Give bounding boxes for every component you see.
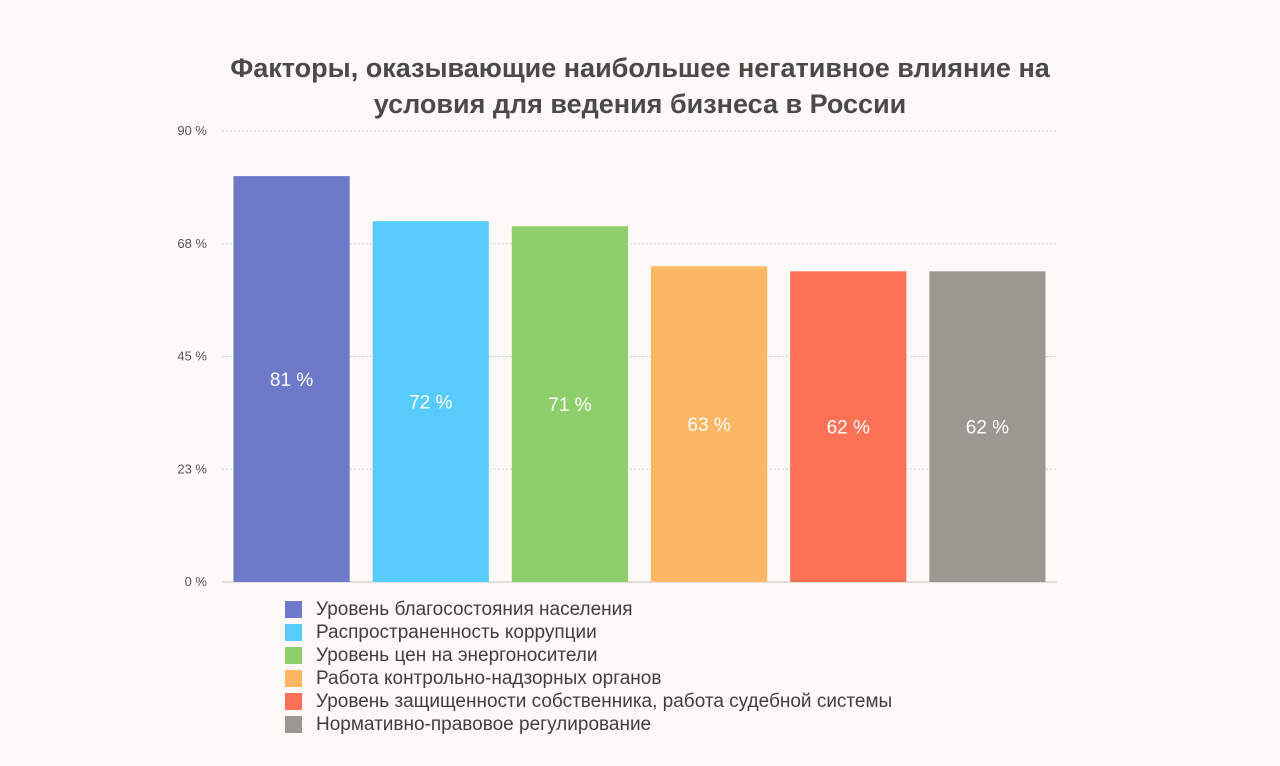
chart-title: Факторы, оказывающие наибольшее негативн… bbox=[140, 50, 1140, 122]
y-tick-label: 0 % bbox=[185, 574, 208, 589]
bar bbox=[650, 266, 768, 582]
bar-value-label: 71 % bbox=[548, 395, 591, 416]
legend-item: Работа контрольно-надзорных органов bbox=[285, 667, 1085, 690]
legend-item: Нормативно-правовое регулирование bbox=[285, 713, 1085, 736]
bar bbox=[929, 271, 1046, 582]
legend-label: Нормативно-правовое регулирование bbox=[316, 713, 652, 735]
bar bbox=[372, 221, 489, 582]
legend-swatch bbox=[285, 624, 302, 641]
bar-value-label: 62 % bbox=[827, 418, 870, 439]
legend-label: Уровень цен на энергоносители bbox=[316, 644, 598, 666]
bar-value-label: 63 % bbox=[687, 415, 730, 436]
bar-value-label: 72 % bbox=[409, 393, 452, 414]
legend-swatch bbox=[285, 716, 302, 733]
legend-label: Распространенность коррупции bbox=[316, 621, 597, 643]
chart-title-line-2: условия для ведения бизнеса в России bbox=[373, 89, 907, 119]
legend-item: Уровень цен на энергоносители bbox=[285, 644, 1085, 667]
legend-item: Уровень защищенности собственника, работ… bbox=[285, 690, 1085, 713]
y-tick-label: 45 % bbox=[177, 349, 207, 364]
legend-item: Уровень благосостояния населения bbox=[285, 598, 1085, 621]
bar bbox=[790, 271, 907, 582]
chart-title-line-1: Факторы, оказывающие наибольшее негативн… bbox=[230, 53, 1050, 83]
legend-item: Распространенность коррупции bbox=[285, 621, 1085, 644]
bar-value-label: 81 % bbox=[270, 370, 313, 391]
legend-swatch bbox=[285, 670, 302, 687]
bar bbox=[233, 176, 350, 582]
legend-label: Работа контрольно-надзорных органов bbox=[316, 667, 662, 689]
legend-label: Уровень защищенности собственника, работ… bbox=[316, 690, 893, 712]
legend-swatch bbox=[285, 693, 302, 710]
chart-legend: Уровень благосостояния населения Распрост… bbox=[285, 598, 1085, 736]
y-tick-label: 90 % bbox=[177, 123, 207, 138]
bar bbox=[511, 226, 629, 582]
legend-swatch bbox=[285, 647, 302, 664]
legend-swatch bbox=[285, 601, 302, 618]
bar-value-label: 62 % bbox=[966, 418, 1009, 439]
y-tick-label: 68 % bbox=[177, 236, 207, 251]
y-tick-label: 23 % bbox=[177, 461, 207, 476]
legend-label: Уровень благосостояния населения bbox=[316, 598, 633, 620]
